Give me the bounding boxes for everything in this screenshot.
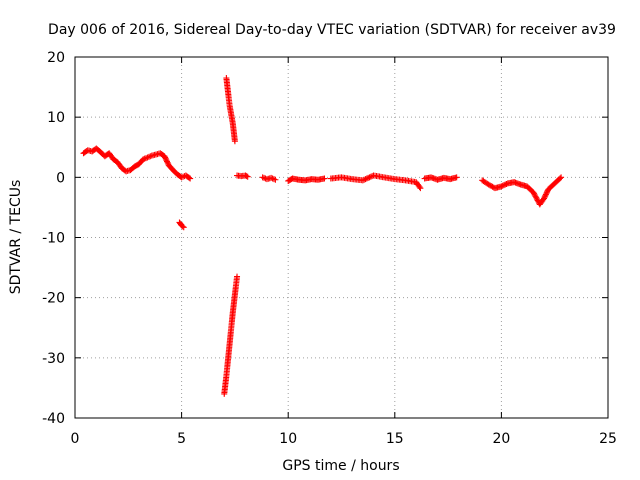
data-point <box>485 181 492 188</box>
data-point <box>531 192 538 199</box>
y-tick-label: -20 <box>42 291 65 307</box>
data-point <box>417 185 424 192</box>
data-point <box>141 155 148 162</box>
data-point <box>321 175 328 182</box>
data-point <box>180 224 187 231</box>
data-point <box>144 154 151 161</box>
x-tick-label: 25 <box>599 431 617 447</box>
data-point <box>557 175 564 182</box>
data-point <box>268 174 275 181</box>
data-point <box>488 182 495 189</box>
data-point <box>503 180 510 187</box>
x-tick-label: 15 <box>386 431 404 447</box>
data-point <box>162 155 169 162</box>
data-point <box>145 153 152 160</box>
x-tick-label: 20 <box>492 431 510 447</box>
data-point <box>179 223 186 230</box>
x-tick-label: 0 <box>71 431 80 447</box>
y-tick-label: -40 <box>42 411 65 427</box>
data-point <box>558 174 565 181</box>
data-point <box>530 189 537 196</box>
data-point <box>147 153 154 160</box>
data-point <box>234 273 241 280</box>
data-point <box>533 196 540 203</box>
data-point <box>532 193 539 200</box>
data-point <box>502 181 509 188</box>
data-point <box>542 192 549 199</box>
x-tick-label: 10 <box>279 431 297 447</box>
data-point <box>367 173 374 180</box>
data-point <box>269 175 276 182</box>
plot-frame <box>74 56 609 419</box>
tick-labels: 0 5 10 15 20 25 -40 -30 -20 -10 0 10 20 <box>42 50 617 447</box>
data-point <box>486 182 493 189</box>
data-point <box>143 155 150 162</box>
data-point <box>361 176 368 183</box>
data-point <box>541 195 548 202</box>
data-point <box>363 175 370 182</box>
data-point <box>231 138 238 145</box>
data-points <box>80 75 565 397</box>
data-point <box>500 182 507 189</box>
x-axis-label: GPS time / hours <box>282 458 399 474</box>
data-point <box>161 153 168 160</box>
data-point <box>416 183 423 190</box>
data-point <box>272 176 279 183</box>
data-point <box>499 182 506 189</box>
data-point <box>544 188 551 195</box>
data-point <box>498 183 505 190</box>
data-point <box>140 156 147 163</box>
data-point <box>259 174 266 181</box>
data-point <box>163 157 170 164</box>
y-axis-label: SDTVAR / TECUs <box>8 180 24 295</box>
grid-lines <box>75 57 608 418</box>
data-point <box>489 183 496 190</box>
y-tick-label: -10 <box>42 231 65 247</box>
data-point <box>541 194 548 201</box>
data-point <box>531 190 538 197</box>
data-point <box>543 190 550 197</box>
y-tick-label: 20 <box>47 50 65 66</box>
data-point <box>362 176 369 183</box>
x-tick-label: 5 <box>177 431 186 447</box>
data-point <box>187 175 194 182</box>
data-point <box>453 174 460 181</box>
data-point <box>366 174 373 181</box>
data-point <box>261 174 268 181</box>
data-point <box>270 176 277 183</box>
data-point <box>542 191 549 198</box>
data-point <box>162 154 169 161</box>
data-point <box>243 173 250 180</box>
data-point <box>359 177 366 184</box>
axis-ticks <box>74 56 609 419</box>
data-point <box>365 174 372 181</box>
data-point <box>163 158 170 165</box>
data-point <box>186 174 193 181</box>
data-point <box>178 174 185 181</box>
data-point <box>533 194 540 201</box>
y-tick-label: 0 <box>56 170 65 186</box>
y-tick-label: 10 <box>47 110 65 126</box>
chart-title: Day 006 of 2016, Sidereal Day-to-day VTE… <box>48 22 616 38</box>
y-tick-label: -30 <box>42 351 65 367</box>
data-point <box>164 159 171 166</box>
data-point <box>244 173 251 180</box>
